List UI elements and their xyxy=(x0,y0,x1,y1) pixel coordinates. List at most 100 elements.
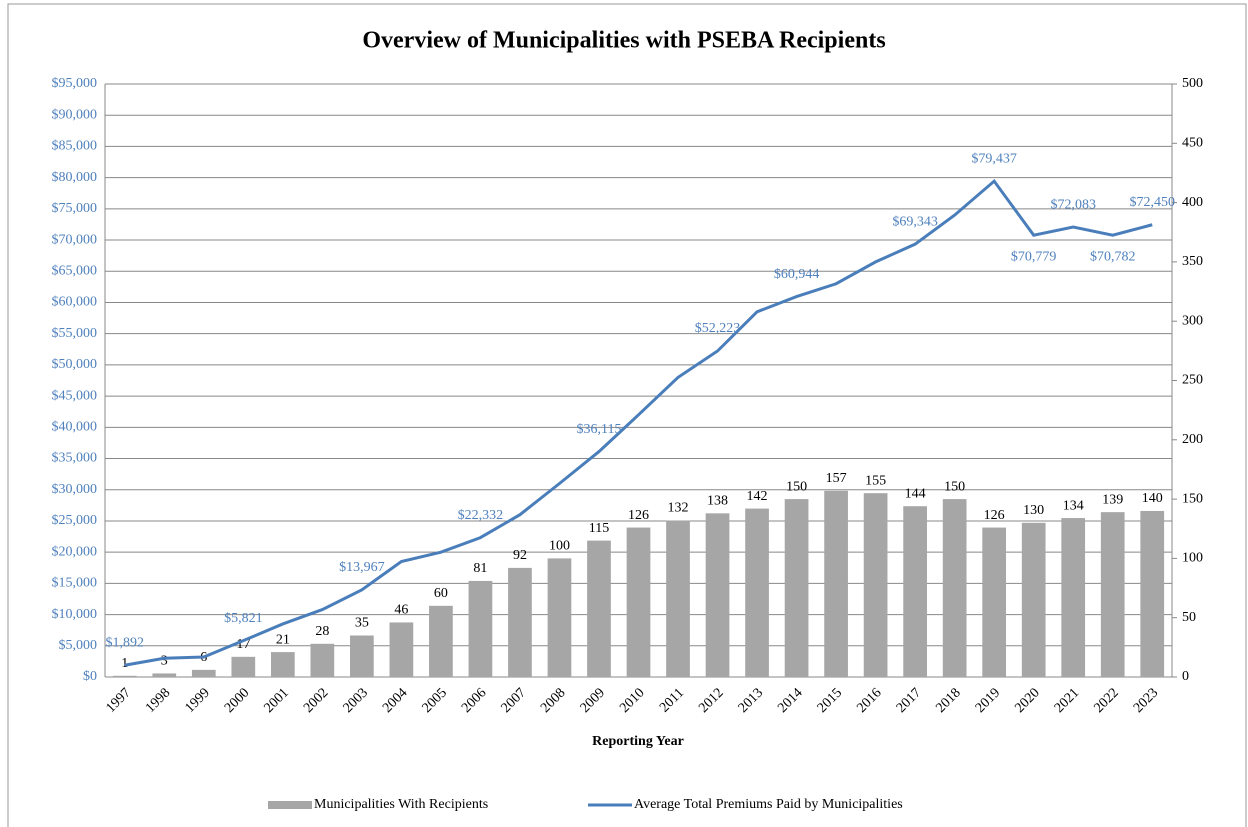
y-tick-label: $20,000 xyxy=(52,544,98,559)
bar-value-label: 126 xyxy=(628,508,649,523)
bar-value-label: 157 xyxy=(826,471,847,486)
x-tick-label: 2016 xyxy=(854,685,884,715)
bar xyxy=(468,580,493,677)
y-tick-label: $75,000 xyxy=(52,201,98,216)
chart-frame xyxy=(7,3,1247,827)
line-value-label: $1,892 xyxy=(106,635,145,650)
bar xyxy=(784,499,809,677)
line-value-label: $72,450 xyxy=(1129,195,1175,210)
bar xyxy=(903,506,927,677)
line xyxy=(124,178,1153,667)
line-value-label: $70,782 xyxy=(1090,249,1136,264)
bar xyxy=(310,643,335,677)
bar xyxy=(350,635,374,677)
bar-value-label: 21 xyxy=(276,632,290,647)
y2-tick-label: 50 xyxy=(1182,610,1196,625)
bar-value-label: 150 xyxy=(944,479,965,494)
bar-value-label: 138 xyxy=(707,494,728,509)
y-tick-label: $25,000 xyxy=(52,513,98,528)
x-tick-label: 2010 xyxy=(617,685,647,715)
bar-value-label: 115 xyxy=(589,521,609,536)
y2-tick-label: 400 xyxy=(1182,195,1203,210)
bar xyxy=(1100,512,1125,677)
bar xyxy=(745,508,769,677)
bar-value-label: 134 xyxy=(1063,498,1084,513)
y-tick-label: $90,000 xyxy=(52,107,98,122)
y-tick-label: $0 xyxy=(83,669,97,684)
line-value-label: $22,332 xyxy=(458,508,504,523)
y-tick-label: $15,000 xyxy=(52,576,98,591)
line-value-label: $69,343 xyxy=(892,214,938,229)
chart-title: Overview of Municipalities with PSEBA Re… xyxy=(362,28,885,54)
bar-value-label: 155 xyxy=(865,473,886,488)
y-tick-label: $50,000 xyxy=(52,357,98,372)
bar xyxy=(508,567,532,677)
bar xyxy=(231,656,256,677)
line-value-label: $70,779 xyxy=(1011,249,1057,264)
bar-value-label: 126 xyxy=(984,508,1005,523)
x-tick-label: 2006 xyxy=(459,685,489,715)
y-tick-label: $80,000 xyxy=(52,170,98,185)
x-tick-label: 1998 xyxy=(143,685,173,715)
x-tick-label: 1997 xyxy=(103,685,133,715)
bar-value-label: 92 xyxy=(513,548,527,563)
y-tick-label: $10,000 xyxy=(52,607,98,622)
bar-value-label: 130 xyxy=(1023,503,1044,518)
bar xyxy=(389,622,414,677)
y-tick-label: $45,000 xyxy=(52,388,98,403)
y-tick-label: $5,000 xyxy=(59,638,98,653)
bar xyxy=(1021,522,1046,677)
bar-value-label: 3 xyxy=(161,654,168,669)
x-tick-label: 2002 xyxy=(301,685,331,715)
line-value-label: $72,083 xyxy=(1050,197,1096,212)
bar xyxy=(429,605,453,677)
y2-tick-label: 100 xyxy=(1182,551,1203,566)
y2-tick-label: 0 xyxy=(1182,669,1189,684)
y-tick-label: $35,000 xyxy=(52,451,98,466)
legend-label: Municipalities With Recipients xyxy=(314,797,488,812)
y-tick-label: $95,000 xyxy=(52,76,98,91)
legend-swatch xyxy=(268,801,312,809)
y-tick-label: $60,000 xyxy=(52,295,98,310)
bar xyxy=(152,673,177,677)
y2-tick-label: 500 xyxy=(1182,76,1203,91)
x-tick-label: 2008 xyxy=(538,685,568,715)
bar xyxy=(982,527,1007,677)
line-value-label: $79,437 xyxy=(971,151,1017,166)
bar-value-label: 142 xyxy=(747,489,768,504)
x-tick-label: 2009 xyxy=(578,685,608,715)
y2-tick-label: 300 xyxy=(1182,313,1203,328)
y-tick-label: $70,000 xyxy=(52,232,98,247)
bar xyxy=(112,675,137,677)
x-tick-label: 2021 xyxy=(1052,685,1082,715)
bar-value-label: 144 xyxy=(905,486,926,501)
y2-tick-label: 250 xyxy=(1182,373,1203,388)
line-value-label: $60,944 xyxy=(774,267,820,282)
x-tick-label: 2001 xyxy=(262,685,292,715)
bar xyxy=(626,527,651,677)
legend-label: Average Total Premiums Paid by Municipal… xyxy=(634,797,903,812)
x-axis-label: Reporting Year xyxy=(592,734,684,749)
x-tick-label: 2020 xyxy=(1012,685,1042,715)
bar-value-label: 150 xyxy=(786,479,807,494)
bar xyxy=(547,558,572,677)
y-tick-label: $40,000 xyxy=(52,420,98,435)
x-tick-label: 2000 xyxy=(222,685,252,715)
x-tick-label: 2014 xyxy=(775,685,805,715)
bar xyxy=(1061,518,1086,677)
bar xyxy=(824,490,848,677)
bar-value-label: 1 xyxy=(121,656,128,671)
y2-tick-label: 150 xyxy=(1182,491,1203,506)
bar-value-label: 35 xyxy=(355,616,369,631)
x-tick-label: 2017 xyxy=(894,685,924,715)
bar xyxy=(942,499,967,677)
bar-value-label: 60 xyxy=(434,586,448,601)
line-value-label: $5,821 xyxy=(224,611,263,626)
bar-value-label: 100 xyxy=(549,539,570,554)
bar xyxy=(270,652,295,677)
x-tick-label: 1999 xyxy=(182,685,212,715)
bar-value-label: 139 xyxy=(1102,492,1123,507)
y2-tick-label: 200 xyxy=(1182,432,1203,447)
bar xyxy=(863,493,888,677)
